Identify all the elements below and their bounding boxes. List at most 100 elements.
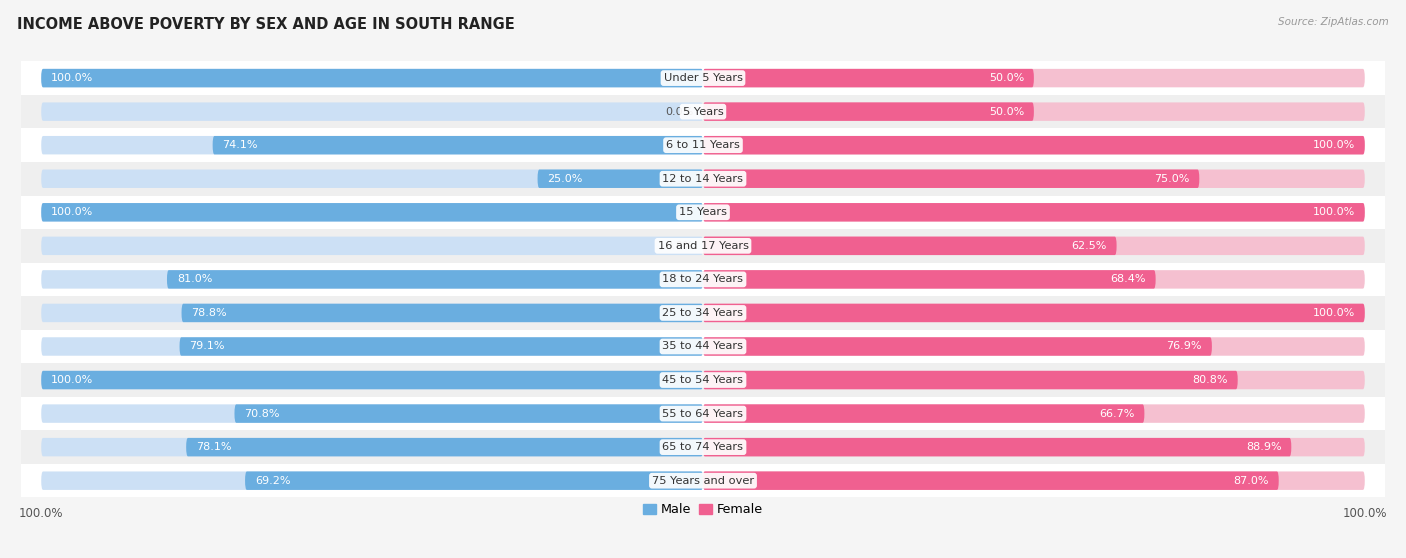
FancyBboxPatch shape [703,237,1116,255]
FancyBboxPatch shape [703,136,1365,155]
Text: 15 Years: 15 Years [679,207,727,217]
Text: 45 to 54 Years: 45 to 54 Years [662,375,744,385]
FancyBboxPatch shape [703,136,1365,155]
FancyBboxPatch shape [703,103,1365,121]
Bar [21,296,1385,330]
FancyBboxPatch shape [703,203,1365,222]
Text: 76.9%: 76.9% [1167,341,1202,352]
Text: INCOME ABOVE POVERTY BY SEX AND AGE IN SOUTH RANGE: INCOME ABOVE POVERTY BY SEX AND AGE IN S… [17,17,515,32]
Bar [21,363,1385,397]
Text: 50.0%: 50.0% [988,107,1024,117]
Text: 75.0%: 75.0% [1154,174,1189,184]
FancyBboxPatch shape [703,405,1365,423]
FancyBboxPatch shape [41,69,703,87]
FancyBboxPatch shape [41,472,703,490]
Text: 55 to 64 Years: 55 to 64 Years [662,408,744,418]
FancyBboxPatch shape [703,304,1365,322]
FancyBboxPatch shape [180,337,703,355]
FancyBboxPatch shape [703,371,1365,389]
FancyBboxPatch shape [245,472,703,490]
Text: 25.0%: 25.0% [547,174,583,184]
Text: 100.0%: 100.0% [1313,308,1355,318]
Text: 79.1%: 79.1% [190,341,225,352]
FancyBboxPatch shape [41,438,703,456]
FancyBboxPatch shape [703,203,1365,222]
Text: 81.0%: 81.0% [177,275,212,285]
Text: Under 5 Years: Under 5 Years [664,73,742,83]
FancyBboxPatch shape [235,405,703,423]
FancyBboxPatch shape [41,337,703,355]
Text: 12 to 14 Years: 12 to 14 Years [662,174,744,184]
Text: 16 and 17 Years: 16 and 17 Years [658,241,748,251]
FancyBboxPatch shape [703,337,1365,355]
Bar [21,195,1385,229]
FancyBboxPatch shape [41,237,703,255]
Text: 100.0%: 100.0% [1313,140,1355,150]
FancyBboxPatch shape [41,136,703,155]
Text: 65 to 74 Years: 65 to 74 Years [662,442,744,452]
FancyBboxPatch shape [167,270,703,288]
FancyBboxPatch shape [703,337,1212,355]
Text: 87.0%: 87.0% [1233,475,1268,485]
Text: 18 to 24 Years: 18 to 24 Years [662,275,744,285]
Text: 78.8%: 78.8% [191,308,228,318]
FancyBboxPatch shape [537,170,703,188]
FancyBboxPatch shape [181,304,703,322]
Text: 35 to 44 Years: 35 to 44 Years [662,341,744,352]
FancyBboxPatch shape [703,170,1199,188]
FancyBboxPatch shape [41,270,703,288]
FancyBboxPatch shape [703,304,1365,322]
Text: 88.9%: 88.9% [1246,442,1281,452]
Legend: Male, Female: Male, Female [638,498,768,521]
Text: 5 Years: 5 Years [683,107,723,117]
FancyBboxPatch shape [703,472,1278,490]
Bar [21,397,1385,430]
Bar [21,464,1385,498]
FancyBboxPatch shape [703,103,1033,121]
Bar [21,162,1385,195]
FancyBboxPatch shape [186,438,703,456]
Text: 66.7%: 66.7% [1099,408,1135,418]
FancyBboxPatch shape [41,203,703,222]
FancyBboxPatch shape [41,371,703,389]
Text: 50.0%: 50.0% [988,73,1024,83]
FancyBboxPatch shape [703,237,1365,255]
Text: 74.1%: 74.1% [222,140,259,150]
Text: 0.0%: 0.0% [665,241,693,251]
Text: 75 Years and over: 75 Years and over [652,475,754,485]
FancyBboxPatch shape [41,405,703,423]
FancyBboxPatch shape [703,270,1365,288]
FancyBboxPatch shape [41,371,703,389]
FancyBboxPatch shape [703,170,1365,188]
Text: Source: ZipAtlas.com: Source: ZipAtlas.com [1278,17,1389,27]
Text: 100.0%: 100.0% [51,207,93,217]
FancyBboxPatch shape [41,69,703,87]
Text: 69.2%: 69.2% [254,475,291,485]
FancyBboxPatch shape [703,69,1033,87]
Text: 68.4%: 68.4% [1111,275,1146,285]
Bar [21,61,1385,95]
Text: 6 to 11 Years: 6 to 11 Years [666,140,740,150]
FancyBboxPatch shape [703,405,1144,423]
Bar [21,229,1385,263]
Text: 80.8%: 80.8% [1192,375,1227,385]
Text: 100.0%: 100.0% [51,73,93,83]
Text: 25 to 34 Years: 25 to 34 Years [662,308,744,318]
FancyBboxPatch shape [703,270,1156,288]
FancyBboxPatch shape [703,69,1365,87]
FancyBboxPatch shape [703,472,1365,490]
FancyBboxPatch shape [41,170,703,188]
Text: 62.5%: 62.5% [1071,241,1107,251]
Text: 70.8%: 70.8% [245,408,280,418]
Bar [21,330,1385,363]
Text: 100.0%: 100.0% [1313,207,1355,217]
FancyBboxPatch shape [703,438,1365,456]
Bar [21,128,1385,162]
Bar [21,430,1385,464]
FancyBboxPatch shape [703,371,1237,389]
Text: 0.0%: 0.0% [665,107,693,117]
FancyBboxPatch shape [212,136,703,155]
Bar [21,263,1385,296]
FancyBboxPatch shape [703,438,1291,456]
FancyBboxPatch shape [41,304,703,322]
